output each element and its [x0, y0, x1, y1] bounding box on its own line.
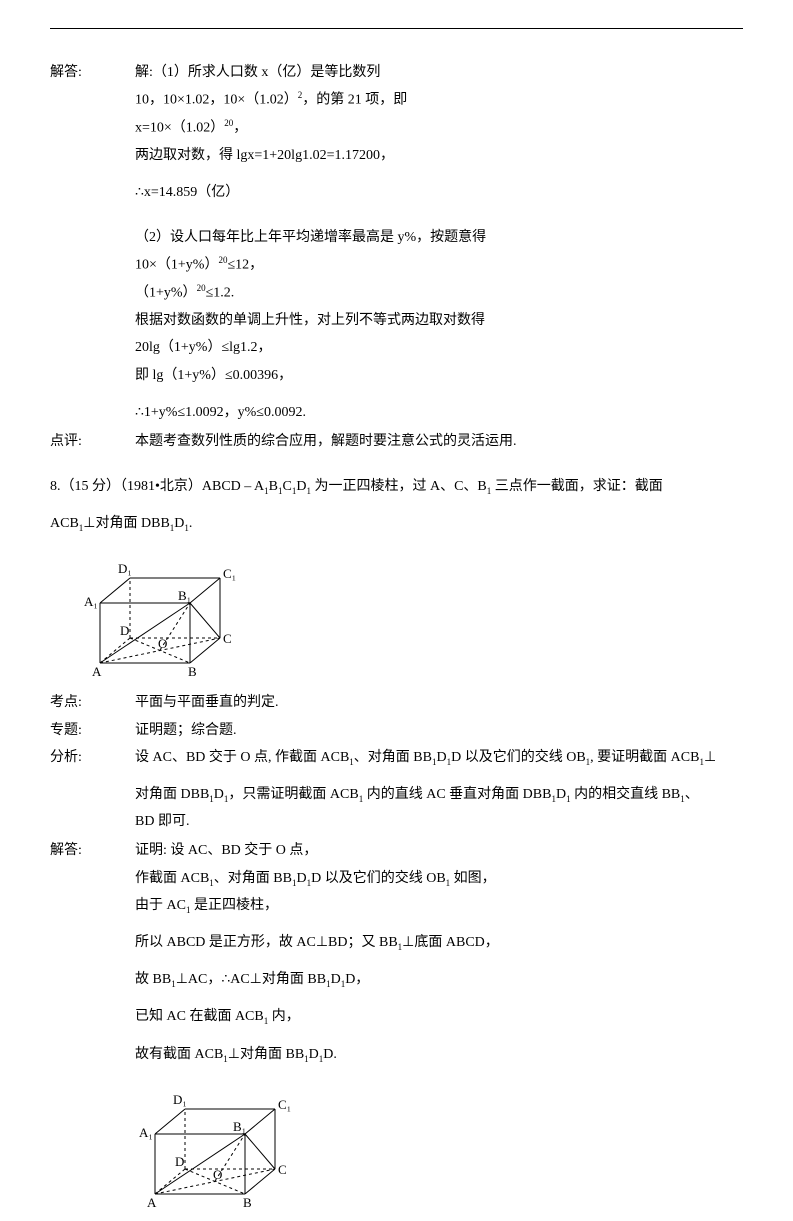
text: ∴1+y%≤1.0092，y%≤0.0092.: [135, 400, 743, 425]
vertex-O: O: [158, 636, 167, 651]
text: 根据对数函数的单调上升性，对上列不等式两边取对数得: [135, 308, 743, 333]
jieda-row: 解答: 证明: 设 AC、BD 交于 O 点， 作截面 ACB1、对角面 BB1…: [50, 814, 743, 1220]
vertex-D1: D₁: [173, 1092, 187, 1107]
text: 两边取对数，得 lgx=1+20lg1.02=1.17200，: [135, 143, 743, 168]
text: ∴x=14.859（亿）: [135, 180, 743, 205]
problem-statement: 8.（15 分）（1981•北京）ABCD – A1B1C1D1 为一正四棱柱，…: [50, 474, 743, 499]
vertex-B: B: [188, 664, 197, 678]
text: 即 lg（1+y%）≤0.00396，: [135, 363, 743, 388]
text: 20lg（1+y%）≤lg1.2，: [135, 335, 743, 360]
vertex-B: B: [243, 1195, 252, 1209]
vertex-A: A: [92, 664, 102, 678]
label-jieda: 解答:: [50, 814, 135, 1220]
text: 已知 AC 在截面 ACB1 内，: [135, 1004, 743, 1029]
kaodian-row: 考点: 平面与平面垂直的判定.: [50, 690, 743, 715]
vertex-C: C: [223, 631, 232, 646]
vertex-O: O: [213, 1167, 222, 1182]
zhuanti-row: 专题: 证明题；综合题.: [50, 718, 743, 743]
review-row: 点评: 本题考查数列性质的综合应用，解题时要注意公式的灵活运用.: [50, 429, 743, 454]
vertex-C1: C₁: [223, 566, 236, 581]
text: 10×（1+y%）20≤12，: [135, 252, 743, 278]
vertex-A1: A₁: [139, 1125, 153, 1140]
vertex-C1: C₁: [278, 1097, 291, 1112]
text: 故 BB1⊥AC，∴AC⊥对角面 BB1D1D，: [135, 967, 743, 992]
vertex-B1: B₁: [233, 1119, 246, 1134]
label-answer: 解答:: [50, 60, 135, 427]
problem-statement-2: ACB1⊥对角面 DBB1D1.: [50, 511, 743, 536]
text: 设 AC、BD 交于 O 点, 作截面 ACB1、对角面 BB1D1D 以及它们…: [135, 745, 743, 770]
review-text: 本题考查数列性质的综合应用，解题时要注意公式的灵活运用.: [135, 429, 743, 454]
text: 对角面 DBB1D1，只需证明截面 ACB1 内的直线 AC 垂直对角面 DBB…: [135, 782, 743, 807]
text: 10，10×1.02，10×（1.02）2，的第 21 项，即: [135, 87, 743, 113]
vertex-B1: B₁: [178, 588, 191, 603]
text: 作截面 ACB1、对角面 BB1D1D 以及它们的交线 OB1 如图，: [135, 866, 743, 891]
prism-diagram-1: A B C D A₁ B₁ C₁ D₁ O: [80, 548, 743, 678]
vertex-D: D: [120, 623, 129, 638]
label-zhuanti: 专题:: [50, 718, 135, 743]
vertex-A1: A₁: [84, 594, 98, 609]
kaodian-text: 平面与平面垂直的判定.: [135, 690, 743, 715]
vertex-D: D: [175, 1154, 184, 1169]
text: 所以 ABCD 是正方形，故 AC⊥BD；又 BB1⊥底面 ABCD，: [135, 930, 743, 955]
answer-row-1: 解答: 解:（1）所求人口数 x（亿）是等比数列 10，10×1.02，10×（…: [50, 60, 743, 427]
label-kaodian: 考点:: [50, 690, 135, 715]
text: （2）设人口每年比上年平均递增率最高是 y%，按题意得: [135, 225, 743, 250]
text: 证明: 设 AC、BD 交于 O 点，: [135, 838, 743, 863]
text: （1+y%）20≤1.2.: [135, 280, 743, 306]
vertex-A: A: [147, 1195, 157, 1209]
prism-diagram-2: A B C D A₁ B₁ C₁ D₁ O: [135, 1079, 743, 1209]
label-review: 点评:: [50, 429, 135, 454]
zhuanti-text: 证明题；综合题.: [135, 718, 743, 743]
text: 解:（1）所求人口数 x（亿）是等比数列: [135, 60, 743, 85]
vertex-D1: D₁: [118, 561, 132, 576]
vertex-C: C: [278, 1162, 287, 1177]
text: 故有截面 ACB1⊥对角面 BB1D1D.: [135, 1042, 743, 1067]
text: 由于 AC1 是正四棱柱，: [135, 893, 743, 918]
text: x=10×（1.02）20，: [135, 115, 743, 141]
